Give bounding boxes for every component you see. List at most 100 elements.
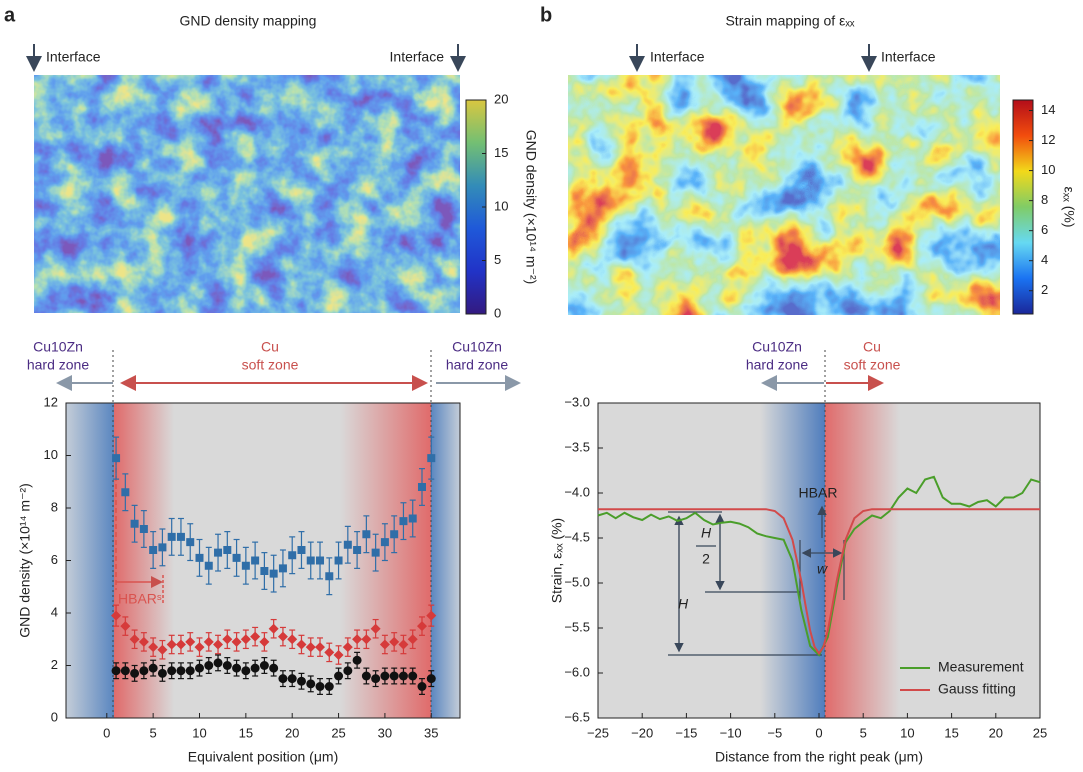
marker bbox=[325, 572, 334, 581]
marker bbox=[185, 666, 195, 676]
x-tick-label: 15 bbox=[944, 725, 958, 740]
colorbar-tick-label: 0 bbox=[494, 305, 501, 320]
marker bbox=[324, 682, 334, 691]
marker bbox=[352, 655, 362, 665]
zone-label: hard zone bbox=[27, 357, 89, 373]
colorbar-tick-label: 2 bbox=[1041, 282, 1048, 297]
marker bbox=[166, 639, 177, 650]
marker bbox=[138, 636, 149, 647]
panel-letter: b bbox=[540, 4, 552, 26]
zone-label: soft zone bbox=[242, 357, 299, 373]
marker bbox=[408, 671, 418, 681]
marker bbox=[157, 644, 168, 655]
zone-label: Cu bbox=[863, 339, 881, 355]
marker bbox=[260, 567, 269, 575]
marker bbox=[213, 639, 224, 650]
marker bbox=[222, 634, 233, 645]
hbar-annotation bbox=[115, 460, 164, 605]
marker bbox=[194, 642, 205, 653]
x-tick-label: 20 bbox=[285, 725, 299, 740]
map-title: Strain mapping of εₓₓ bbox=[725, 13, 854, 29]
x-tick-label: 30 bbox=[378, 725, 392, 740]
marker bbox=[417, 483, 426, 491]
marker bbox=[334, 671, 344, 681]
zone-label: Cu10Zn bbox=[33, 339, 83, 355]
marker bbox=[194, 663, 204, 673]
marker bbox=[371, 548, 380, 557]
marker bbox=[259, 636, 270, 647]
colorbar-tick-label: 10 bbox=[1041, 162, 1055, 177]
y-tick-label: 12 bbox=[44, 394, 58, 409]
legend-label: Measurement bbox=[938, 659, 1024, 675]
x-tick-label: 10 bbox=[900, 725, 914, 740]
zone-arrows bbox=[56, 350, 884, 718]
plot-frame bbox=[65, 402, 461, 719]
marker bbox=[139, 666, 149, 676]
x-tick-label: −5 bbox=[767, 725, 782, 740]
annotation: Interface bbox=[881, 49, 936, 65]
colorbar-tick-label: 5 bbox=[494, 252, 501, 267]
x-tick-label: 5 bbox=[860, 725, 867, 740]
marker bbox=[371, 674, 381, 684]
marker bbox=[324, 647, 335, 658]
marker bbox=[296, 639, 307, 650]
marker bbox=[148, 642, 159, 653]
colorbar-tick-label: 15 bbox=[494, 145, 508, 160]
marker bbox=[361, 671, 371, 681]
x-tick-label: −10 bbox=[720, 725, 742, 740]
marker bbox=[362, 530, 371, 539]
marker bbox=[130, 668, 140, 678]
line bbox=[598, 508, 1040, 655]
marker bbox=[213, 658, 223, 668]
y-tick-label: −4.5 bbox=[564, 529, 590, 544]
marker bbox=[426, 674, 436, 684]
annotation: Interface bbox=[650, 49, 705, 65]
marker bbox=[379, 639, 390, 650]
y-tick-label: 0 bbox=[51, 709, 58, 724]
marker bbox=[333, 650, 344, 660]
x-axis-label: Equivalent position (μm) bbox=[188, 749, 338, 765]
map-image bbox=[34, 75, 460, 313]
y-tick-label: −5.0 bbox=[564, 574, 590, 589]
marker bbox=[241, 666, 251, 676]
x-tick-label: 20 bbox=[989, 725, 1003, 740]
line bbox=[597, 475, 1041, 657]
marker bbox=[223, 546, 232, 554]
colorbar-tick-label: 4 bbox=[1041, 252, 1048, 267]
marker bbox=[278, 564, 287, 573]
marker bbox=[287, 674, 297, 684]
zone-label: hard zone bbox=[446, 357, 508, 373]
zone-label: Cu bbox=[261, 339, 279, 355]
x-tick-label: −20 bbox=[631, 725, 653, 740]
marker bbox=[343, 540, 352, 549]
marker bbox=[427, 454, 436, 463]
marker bbox=[297, 546, 306, 554]
zone-label: soft zone bbox=[844, 357, 901, 373]
marker bbox=[390, 530, 399, 539]
colorbar-tick-label: 20 bbox=[494, 91, 508, 106]
zone-background bbox=[66, 403, 1040, 718]
colorbar-label: εₓₓ (%) bbox=[1061, 186, 1077, 227]
marker bbox=[389, 671, 399, 681]
marker bbox=[222, 661, 232, 670]
marker bbox=[185, 636, 196, 647]
marker bbox=[203, 636, 214, 647]
marker bbox=[334, 556, 343, 565]
colorbar-tick-label: 8 bbox=[1041, 192, 1048, 207]
marker bbox=[398, 671, 408, 681]
marker bbox=[343, 666, 353, 676]
marker bbox=[269, 569, 278, 578]
colorbar bbox=[1012, 99, 1034, 315]
marker bbox=[149, 546, 158, 554]
x-tick-label: 15 bbox=[239, 725, 253, 740]
marker bbox=[380, 538, 389, 547]
marker bbox=[361, 634, 372, 645]
marker bbox=[139, 525, 148, 533]
marker bbox=[342, 642, 353, 653]
marker bbox=[416, 621, 427, 632]
marker bbox=[408, 514, 417, 523]
x-tick-label: 0 bbox=[815, 725, 822, 740]
marker bbox=[380, 671, 390, 681]
marker bbox=[204, 561, 213, 570]
marker bbox=[288, 551, 297, 560]
